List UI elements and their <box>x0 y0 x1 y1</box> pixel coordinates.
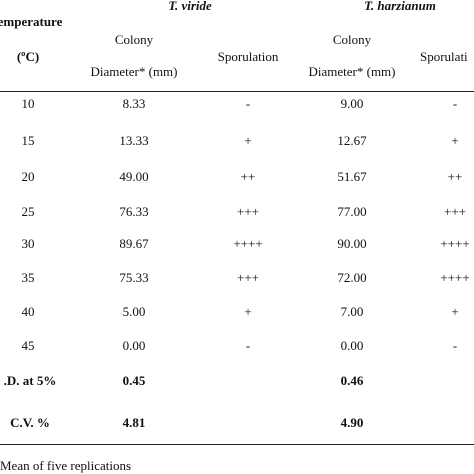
cell: + <box>244 133 252 148</box>
subheader: Diameter* (mm) <box>90 64 178 79</box>
cell: - <box>245 96 251 111</box>
cell: ++ <box>240 169 256 184</box>
cell: 30 <box>21 236 35 251</box>
cell: 20 <box>21 169 35 184</box>
cell: 90.00 <box>337 236 367 251</box>
cell: +++ <box>237 204 259 219</box>
subheader: Colony <box>114 32 154 47</box>
subheader: Colony <box>332 32 372 47</box>
cell: ++ <box>447 169 463 184</box>
cell: 8.33 <box>122 96 146 111</box>
cell: - <box>245 338 251 353</box>
cell: 45 <box>21 338 35 353</box>
cell: 77.00 <box>337 204 367 219</box>
cell: 12.67 <box>337 133 367 148</box>
cell: 49.00 <box>119 169 149 184</box>
cell: 9.00 <box>340 96 364 111</box>
cell: - <box>452 96 458 111</box>
cell: 51.67 <box>337 169 367 184</box>
cell: ++++ <box>440 270 470 285</box>
rule <box>0 91 474 92</box>
cell: 13.33 <box>119 133 149 148</box>
cell: + <box>451 304 459 319</box>
cell: + <box>244 304 252 319</box>
cell: + <box>451 133 459 148</box>
cell: ++++ <box>440 236 470 251</box>
cell: 5.00 <box>122 304 146 319</box>
subheader: Sporulation <box>217 49 279 64</box>
cell: 89.67 <box>119 236 149 251</box>
cell: 25 <box>21 204 35 219</box>
cell: 75.33 <box>119 270 149 285</box>
summary-cell: 0.45 <box>122 373 146 388</box>
cell: 0.00 <box>122 338 146 353</box>
cell: 72.00 <box>337 270 367 285</box>
header-temperature: emperature <box>0 14 63 29</box>
summary-label: .D. at 5% <box>3 373 57 388</box>
cell: +++ <box>237 270 259 285</box>
rule <box>0 444 474 445</box>
summary-cell: 4.90 <box>340 415 364 430</box>
cell: ++++ <box>233 236 263 251</box>
cell: 35 <box>21 270 35 285</box>
header-group: T. harzianum <box>364 0 436 13</box>
subheader: Sporulati <box>420 49 468 64</box>
cell: 15 <box>21 133 35 148</box>
header-group: T. viride <box>168 0 212 13</box>
cell: 10 <box>21 96 35 111</box>
summary-label: C.V. % <box>10 415 50 430</box>
footnote: Mean of five replications <box>0 458 132 473</box>
cell: 0.00 <box>340 338 364 353</box>
cell: +++ <box>444 204 466 219</box>
subheader: Diameter* (mm) <box>308 64 396 79</box>
cell: 40 <box>21 304 35 319</box>
cell: 7.00 <box>340 304 364 319</box>
cell: 76.33 <box>119 204 149 219</box>
cell: - <box>452 338 458 353</box>
header-unit: (ºC) <box>16 49 40 64</box>
summary-cell: 0.46 <box>340 373 364 388</box>
summary-cell: 4.81 <box>122 415 146 430</box>
